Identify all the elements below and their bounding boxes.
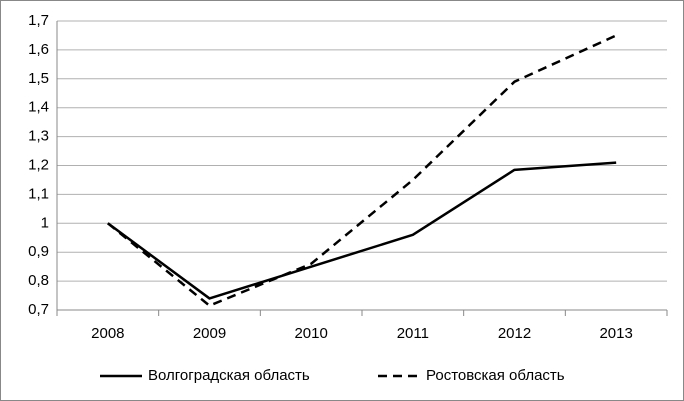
y-tick-label: 1,1 (28, 185, 49, 202)
x-tick-label: 2013 (599, 325, 632, 342)
legend-label: Волгоградская область (148, 367, 310, 384)
series-line (107, 161, 617, 300)
x-tick-label: 2012 (498, 325, 531, 342)
y-tick-label: 1,5 (28, 70, 49, 87)
x-tick-label: 2011 (397, 325, 429, 342)
y-tick-label: 0,8 (28, 272, 49, 289)
y-tick-label: 1,4 (28, 99, 49, 116)
y-tick-label: 1,6 (28, 41, 49, 58)
x-tick-label: 2010 (294, 325, 327, 342)
series-line (107, 34, 617, 307)
y-tick-label: 1,7 (28, 12, 49, 29)
x-tick-label: 2008 (91, 325, 124, 342)
legend-label: Ростовская область (426, 367, 565, 384)
y-tick-label: 1 (41, 214, 49, 231)
y-tick-label: 0,7 (28, 301, 49, 318)
x-tick-label: 2009 (193, 325, 226, 342)
y-tick-label: 1,3 (28, 128, 49, 145)
y-tick-label: 0,9 (28, 243, 49, 260)
y-tick-label: 1,2 (28, 156, 49, 173)
